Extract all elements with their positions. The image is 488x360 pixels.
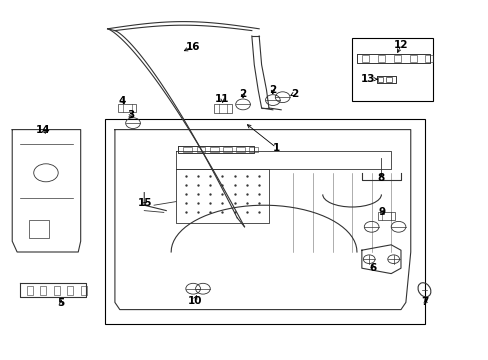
Bar (249, 147, 258, 152)
Text: 6: 6 (368, 263, 375, 273)
Bar (214, 104, 231, 113)
Bar (81, 286, 86, 295)
Text: 12: 12 (393, 40, 407, 50)
Text: 7: 7 (421, 297, 428, 307)
Text: 15: 15 (137, 198, 152, 208)
Text: 16: 16 (185, 42, 200, 52)
Bar (118, 104, 136, 112)
Bar (351, 38, 432, 101)
Text: 2: 2 (269, 85, 276, 95)
Bar (29, 220, 49, 238)
Bar (393, 55, 400, 62)
Text: 3: 3 (127, 110, 134, 120)
Text: 2: 2 (290, 89, 297, 99)
Bar (361, 55, 368, 62)
Text: 14: 14 (36, 125, 50, 135)
Bar (425, 55, 432, 62)
Text: 9: 9 (378, 207, 385, 217)
Bar (67, 286, 73, 295)
Bar (377, 212, 394, 220)
Text: 5: 5 (58, 298, 64, 308)
Text: 8: 8 (377, 173, 384, 183)
Bar (409, 55, 416, 62)
Bar (386, 77, 391, 82)
Bar (27, 286, 33, 295)
Bar (377, 77, 382, 82)
Text: 2: 2 (239, 89, 246, 99)
Bar (236, 147, 244, 152)
Bar (105, 119, 425, 324)
Text: 1: 1 (272, 143, 279, 153)
Bar (196, 147, 205, 152)
Bar (54, 286, 60, 295)
Text: 10: 10 (187, 296, 202, 306)
Bar (209, 147, 218, 152)
Bar (223, 147, 231, 152)
Bar (40, 286, 46, 295)
Text: 11: 11 (215, 94, 229, 104)
Bar (377, 55, 384, 62)
Bar (183, 147, 192, 152)
Text: 4: 4 (118, 96, 126, 106)
Text: 13: 13 (360, 74, 374, 84)
